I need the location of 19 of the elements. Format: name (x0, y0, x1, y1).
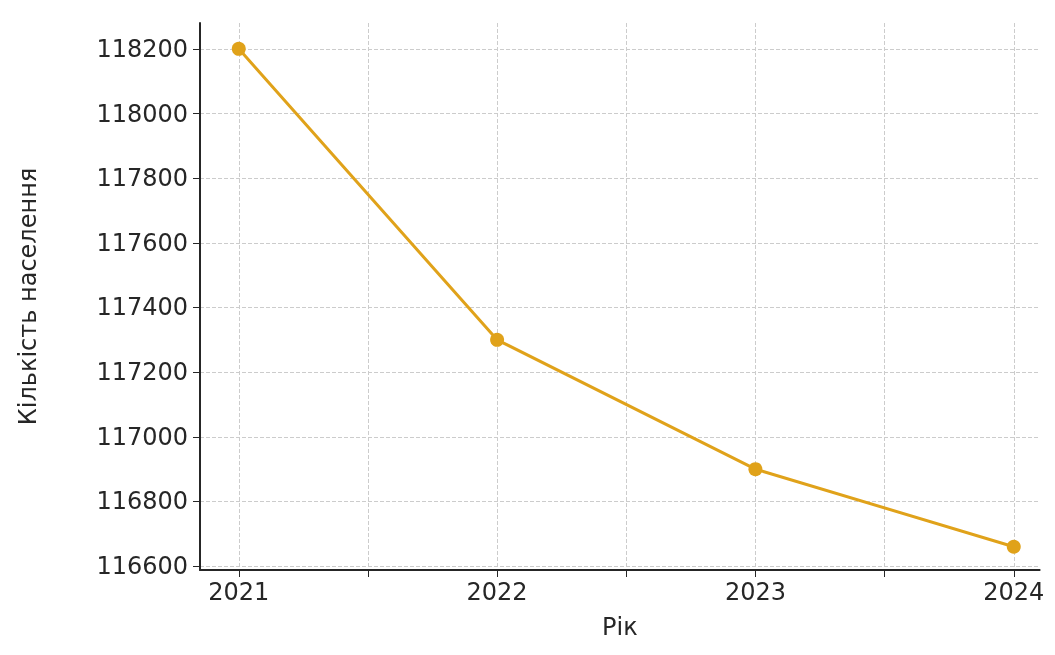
y-tick-label: 118200 (96, 34, 188, 63)
x-axis-title: Рік (601, 613, 638, 641)
x-tick-label: 2024 (983, 578, 1045, 606)
y-tick-label: 116800 (96, 487, 188, 516)
y-tick-label: 117600 (96, 228, 188, 257)
point (1006, 539, 1021, 554)
x-tick-label: 2022 (466, 578, 528, 606)
y-axis-title: Кількість населення (14, 167, 42, 426)
y-tick-label: 117400 (96, 293, 188, 322)
y-tick-label: 117200 (96, 358, 188, 387)
y-tick-label: 116600 (96, 552, 188, 581)
y-tick-label: 117000 (96, 422, 188, 451)
x-tick-label: 2021 (208, 578, 270, 606)
point (748, 462, 763, 477)
y-tick-label: 117800 (96, 164, 188, 193)
x-tick-label: 2023 (724, 578, 786, 606)
y-tick-label: 118000 (96, 99, 188, 128)
point (231, 41, 246, 56)
point (490, 332, 505, 347)
